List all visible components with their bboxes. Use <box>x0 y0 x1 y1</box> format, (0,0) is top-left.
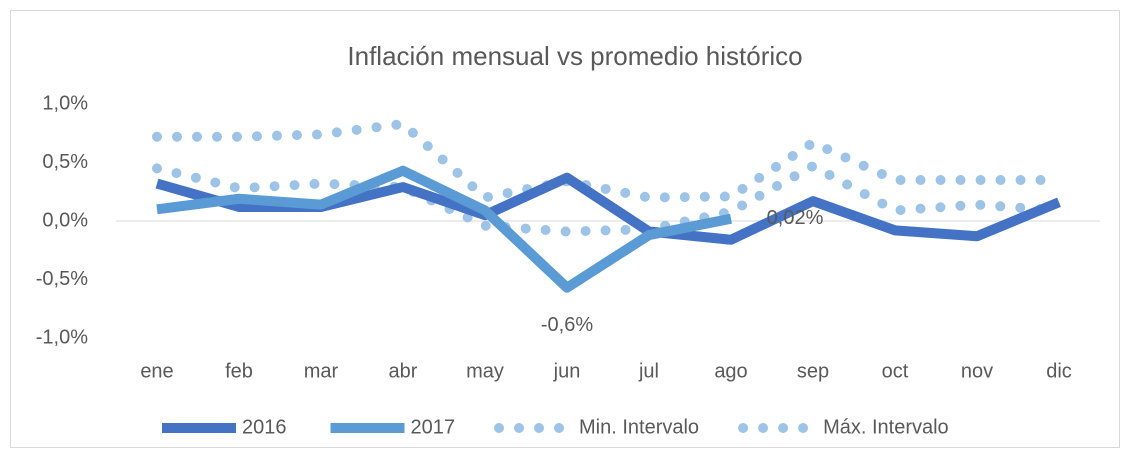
series-line <box>156 165 732 293</box>
legend-label: Min. Intervalo <box>579 416 699 438</box>
x-tick-label: jul <box>638 360 659 382</box>
x-tick-label: nov <box>961 360 993 382</box>
x-tick-label: jun <box>553 360 581 382</box>
chart-title: Inflación mensual vs promedio histórico <box>347 41 802 71</box>
x-tick-label: dic <box>1046 360 1072 382</box>
legend-label: Máx. Intervalo <box>823 416 949 438</box>
series-line <box>152 160 1064 237</box>
legend-label: 2016 <box>242 416 287 438</box>
series-line <box>152 118 1064 203</box>
y-tick-label: 0,5% <box>42 151 88 173</box>
y-tick-label: 1,0% <box>42 92 88 114</box>
x-tick-label: may <box>466 360 504 382</box>
y-tick-label: -0,5% <box>36 268 88 290</box>
x-tick-label: ene <box>140 360 173 382</box>
x-tick-label: oct <box>882 360 909 382</box>
x-tick-label: abr <box>389 360 418 382</box>
x-tick-label: sep <box>797 360 829 382</box>
y-tick-label: -1,0% <box>36 326 88 348</box>
data-label: -0,6% <box>541 314 593 336</box>
y-tick-label: 0,0% <box>42 209 88 231</box>
legend-label: 2017 <box>411 416 456 438</box>
x-tick-label: feb <box>225 360 253 382</box>
data-label: 0,02% <box>767 207 824 229</box>
x-tick-label: mar <box>304 360 339 382</box>
x-tick-label: ago <box>714 360 747 382</box>
